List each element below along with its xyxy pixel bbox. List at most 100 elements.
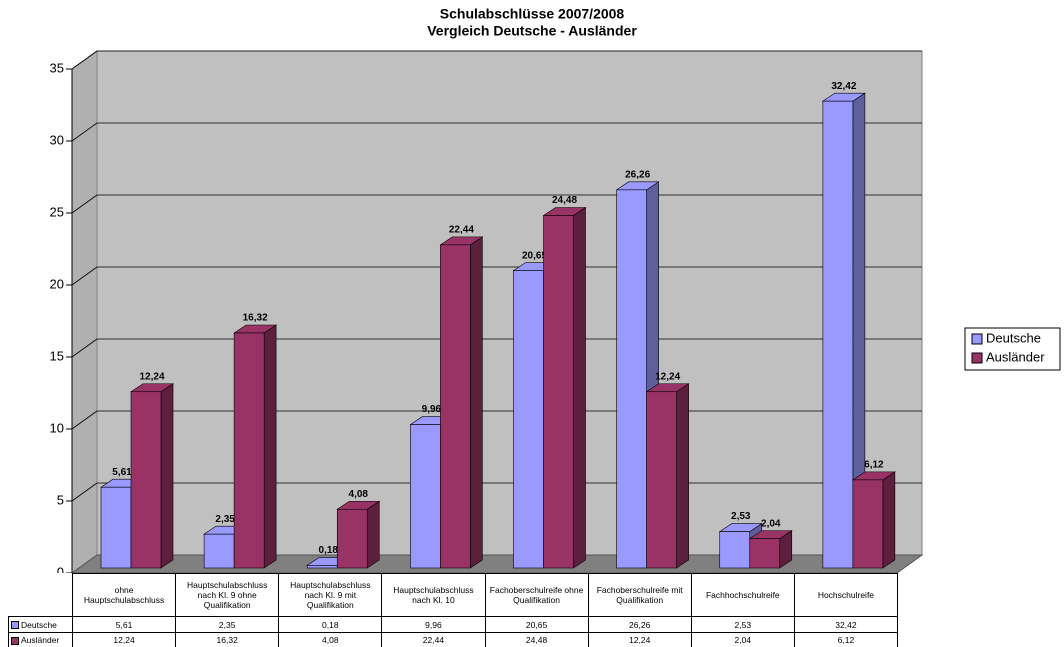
- x-tick-label: Hochschulreife: [793, 573, 899, 617]
- bar-side: [263, 324, 277, 569]
- table-row-label: Deutsche: [8, 616, 73, 633]
- floor: [71, 554, 924, 573]
- table-value: 9,96: [381, 616, 486, 633]
- legend-swatch: [971, 333, 983, 345]
- table-value: 12,24: [71, 632, 177, 647]
- x-tick-label: Hauptschulabschluss nach Kl. 9 ohne Qual…: [175, 573, 280, 617]
- data-label: 2,35: [215, 514, 235, 525]
- table-value: 5,61: [71, 616, 177, 633]
- y-tick-label: 15: [50, 348, 64, 363]
- y-tick-label: 0: [57, 564, 64, 573]
- grid-line: [71, 266, 98, 286]
- bar-side: [366, 500, 380, 569]
- table-value: 2,04: [690, 632, 795, 647]
- table-row: Deutsche 5,61 2,35 0,18 9,96 20,65 26,26 2,53 32…: [8, 616, 899, 633]
- table-row-label: Ausländer: [8, 632, 73, 647]
- legend-label: Ausländer: [986, 349, 1045, 364]
- bar: [203, 533, 235, 569]
- grid-line: [71, 194, 98, 214]
- y-tick-label: 10: [50, 420, 64, 435]
- data-label: 6,12: [864, 460, 884, 471]
- bar-side: [882, 471, 896, 569]
- legend-label: Deutsche: [986, 330, 1041, 345]
- data-label: 16,32: [243, 313, 268, 324]
- bar-side: [676, 383, 689, 569]
- table-value: 12,24: [587, 632, 692, 647]
- grid-line: [71, 482, 98, 502]
- bar: [100, 486, 132, 569]
- table-header-row: ohne Hauptschulabschluss Hauptschulabschl…: [9, 573, 899, 617]
- grid-line: [71, 410, 98, 430]
- table-value: 24,48: [484, 632, 589, 647]
- bar: [852, 479, 884, 569]
- chart-subtitle: Vergleich Deutsche - Ausländer: [427, 23, 637, 39]
- table-value: 32,42: [793, 616, 899, 633]
- legend-swatch: [971, 352, 983, 364]
- chart-title: Schulabschlüsse 2007/2008: [440, 6, 625, 22]
- grid-line: [71, 122, 98, 142]
- table-value: 0,18: [278, 616, 383, 633]
- table-value: 16,32: [175, 632, 280, 647]
- x-tick-label: Hauptschulabschluss nach Kl. 9 mit Quali…: [278, 573, 383, 617]
- table-value: 6,12: [793, 632, 899, 647]
- chart: Schulabschlüsse 2007/2008 Vergleich Deut…: [50, 6, 1061, 573]
- table-value: 26,26: [587, 616, 692, 633]
- data-label: 2,04: [761, 518, 781, 529]
- bar: [306, 565, 338, 569]
- data-table: ohne Hauptschulabschluss Hauptschulabschl…: [8, 573, 899, 647]
- data-label: 20,65: [522, 250, 547, 261]
- data-label: 12,24: [655, 371, 680, 382]
- grid-line: [71, 50, 98, 70]
- data-label: 12,24: [139, 371, 164, 382]
- y-tick-label: 25: [50, 204, 64, 219]
- bar: [822, 100, 854, 569]
- y-tick-label: 30: [50, 132, 64, 147]
- bar: [719, 531, 751, 569]
- bar: [616, 189, 647, 569]
- table-series-name: Deutsche: [21, 619, 57, 630]
- y-tick-label: 5: [57, 492, 64, 507]
- table-corner: [9, 574, 73, 617]
- bar: [130, 391, 162, 569]
- bar: [440, 244, 471, 569]
- data-label: 2,53: [731, 511, 751, 522]
- bar: [233, 332, 265, 569]
- table-series-name: Ausländer: [21, 635, 60, 645]
- data-label: 5,61: [112, 467, 132, 478]
- data-label: 4,08: [349, 489, 369, 500]
- table-swatch: [11, 636, 19, 645]
- bar: [646, 391, 677, 569]
- y-tick-label: 35: [50, 60, 64, 75]
- x-tick-label: Hauptschulabschluss nach Kl. 10: [381, 573, 486, 617]
- x-tick-label: ohne Hauptschulabschluss: [71, 573, 177, 617]
- bar-side: [160, 383, 174, 569]
- data-label: 32,42: [831, 81, 856, 92]
- bar: [543, 215, 574, 569]
- data-label: 9,96: [422, 404, 442, 415]
- x-tick-label: Fachoberschulreife mit Qualifikation: [587, 573, 692, 617]
- bar: [513, 270, 544, 569]
- x-tick-label: Fachoberschulreife ohne Qualifikation: [484, 573, 589, 617]
- data-label: 22,44: [449, 225, 474, 236]
- table-value: 2,53: [690, 616, 795, 633]
- table-value: 2,35: [175, 616, 280, 633]
- back-wall: [96, 50, 923, 556]
- y-tick-label: 20: [50, 276, 64, 291]
- side-wall: [71, 50, 98, 573]
- bar: [410, 424, 441, 569]
- grid-line: [71, 338, 98, 358]
- bar: [749, 538, 781, 569]
- table-value: 4,08: [278, 632, 383, 647]
- bar: [336, 508, 368, 569]
- table-swatch: [11, 621, 19, 630]
- table-row: Ausländer 12,24 16,32 4,08 22,44 24,48 12,24 2,…: [8, 632, 899, 647]
- table-value: 22,44: [381, 632, 486, 647]
- data-label: 0,18: [319, 545, 339, 556]
- x-tick-label: Fachhochschulreife: [690, 573, 795, 617]
- table-value: 20,65: [484, 616, 589, 633]
- bar-side: [470, 236, 483, 569]
- bar-side: [573, 206, 586, 569]
- data-label: 26,26: [625, 169, 650, 180]
- data-label: 24,48: [552, 195, 577, 206]
